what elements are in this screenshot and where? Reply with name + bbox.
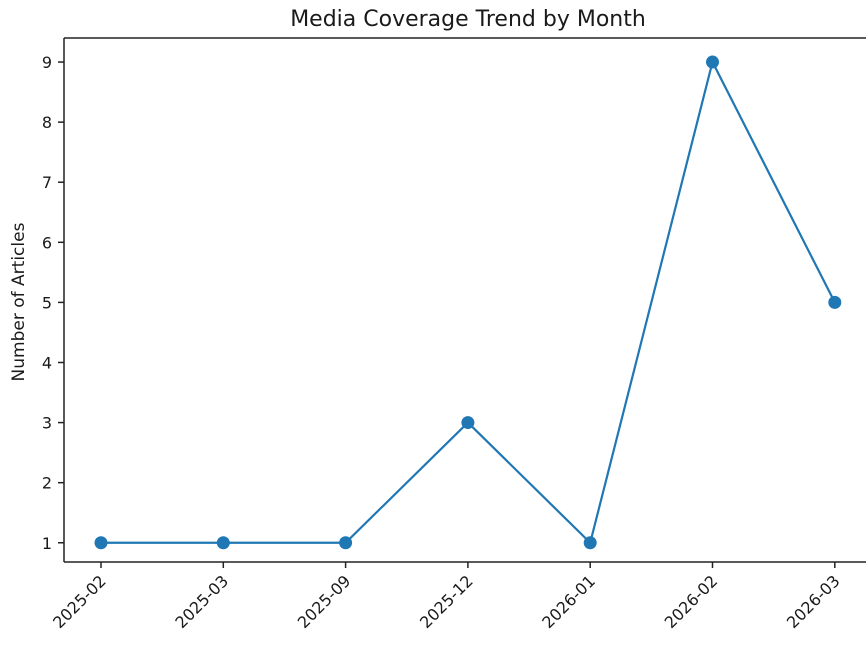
- y-tick-label: 8: [42, 113, 52, 132]
- axes: [63, 37, 866, 563]
- x-tick-label: 2026-02: [661, 571, 722, 632]
- chart-title: Media Coverage Trend by Month: [290, 7, 646, 32]
- x-tick-label: 2026-03: [783, 571, 844, 632]
- data-point: [94, 536, 108, 550]
- y-tick-label: 9: [42, 53, 52, 72]
- y-tick-label: 2: [42, 474, 52, 493]
- y-tick-label: 1: [42, 534, 52, 553]
- data-point: [461, 416, 475, 430]
- y-tick-label: 3: [42, 414, 52, 433]
- x-tick-label: 2025-02: [49, 571, 110, 632]
- x-tick-label: 2026-01: [538, 571, 599, 632]
- data-series: [94, 55, 842, 550]
- x-axis-ticks: 2025-02 2025-03 2025-09 2025-12 2026-01 2026-…: [49, 562, 844, 632]
- y-axis-ticks: 1 2 3 4 5 6 7 8 9: [42, 53, 64, 553]
- data-point: [339, 536, 353, 550]
- y-tick-label: 5: [42, 293, 52, 312]
- series-line: [101, 58, 836, 545]
- data-point: [706, 55, 719, 69]
- y-tick-label: 6: [42, 233, 52, 252]
- x-tick-label: 2025-03: [171, 571, 232, 632]
- data-point: [216, 536, 230, 550]
- y-tick-label: 4: [42, 353, 52, 372]
- data-point: [583, 536, 597, 550]
- data-point: [828, 295, 842, 309]
- y-axis-label: Number of Articles: [9, 222, 29, 381]
- y-tick-label: 7: [42, 173, 52, 192]
- x-tick-label: 2025-12: [416, 571, 477, 632]
- x-tick-label: 2025-09: [294, 571, 355, 632]
